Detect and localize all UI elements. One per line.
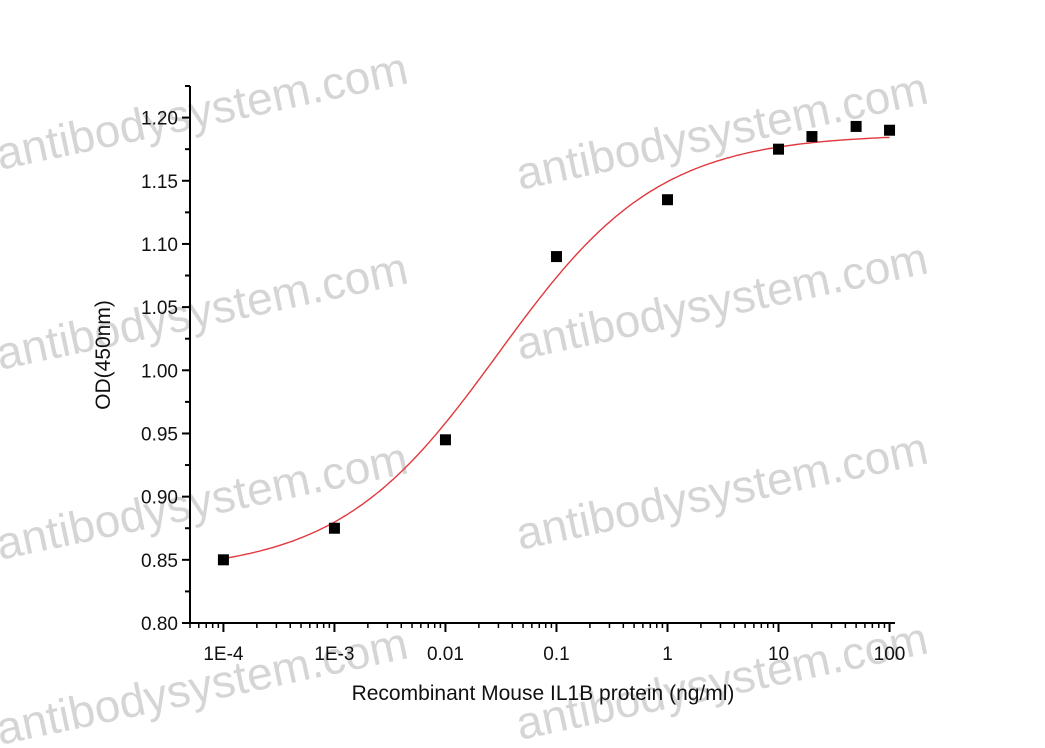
x-tick-label: 1E-4: [203, 644, 244, 665]
data-point: [661, 194, 673, 206]
y-tick-label: 1.20: [141, 109, 178, 130]
data-point: [439, 434, 451, 446]
watermark-text: antibodysystem.com: [511, 62, 932, 200]
y-tick-label: 0.95: [141, 424, 178, 445]
data-point: [217, 554, 229, 566]
y-tick-label: 0.85: [141, 551, 178, 572]
data-point: [850, 120, 862, 132]
y-tick-label: 0.80: [141, 614, 178, 635]
x-tick-label: 10: [768, 644, 789, 665]
axes: 0.80 0.85 0.90 0.95 1.00 1.05 1.10 1.15 1.20 1E-4…: [141, 85, 906, 665]
x-axis-label: Recombinant Mouse IL1B protein (ng/ml): [352, 682, 735, 705]
watermark-layer: antibodysystem.com antibodysystem.com anti…: [0, 42, 932, 748]
x-tick-label: 1E-3: [314, 644, 354, 665]
watermark-text: antibodysystem.com: [511, 612, 932, 748]
data-points: [217, 120, 896, 566]
watermark-text: antibodysystem.com: [0, 242, 412, 380]
data-point: [884, 124, 896, 136]
x-tick-label: 0.1: [543, 644, 569, 665]
x-tick-label: 0.01: [427, 644, 464, 665]
y-axis-label: OD(450nm): [92, 300, 115, 410]
x-tick-label: 1: [662, 644, 673, 665]
data-point: [328, 522, 340, 534]
y-tick-label: 1.15: [141, 172, 178, 193]
data-point: [550, 251, 562, 263]
data-point: [806, 131, 818, 143]
y-tick-label: 0.90: [141, 488, 178, 509]
y-tick-label: 1.05: [141, 298, 178, 319]
data-point: [773, 143, 785, 155]
watermark-text: antibodysystem.com: [0, 42, 412, 180]
watermark-text: antibodysystem.com: [511, 232, 932, 370]
y-tick-label: 1.10: [141, 235, 178, 256]
watermark-text: antibodysystem.com: [0, 432, 412, 570]
x-tick-label: 100: [874, 644, 906, 665]
watermark-text: antibodysystem.com: [511, 422, 932, 560]
watermark-text: antibodysystem.com: [0, 617, 412, 748]
y-tick-label: 1.00: [141, 361, 178, 382]
